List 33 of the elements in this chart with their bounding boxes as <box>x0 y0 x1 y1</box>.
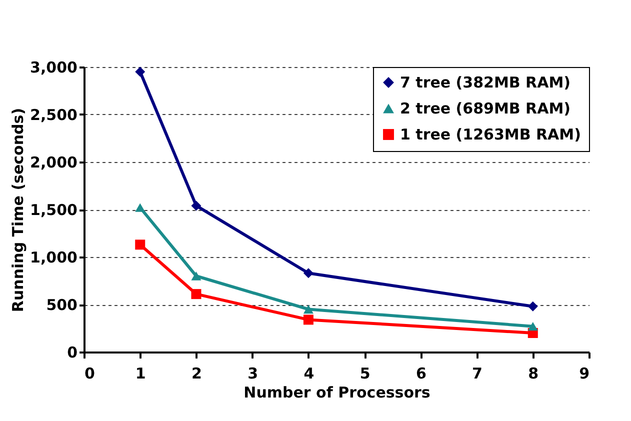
point <box>191 200 202 211</box>
point <box>528 322 538 331</box>
x-tick-label: 9 <box>579 364 590 382</box>
point <box>303 314 314 325</box>
point <box>135 66 146 77</box>
x-tick-label: 0 <box>84 364 95 382</box>
y-tick-label: 2,000 <box>30 154 78 172</box>
y-tick-label: 0 <box>67 344 78 362</box>
point <box>135 203 146 212</box>
y-axis-title: Running Time (seconds) <box>9 108 28 312</box>
x-tick-label: 8 <box>528 364 539 382</box>
x-tick-label: 1 <box>135 364 146 382</box>
x-tick-label: 5 <box>360 364 370 382</box>
x-axis-title: Number of Processors <box>244 384 430 402</box>
point <box>191 289 202 300</box>
x-tick-label: 6 <box>416 364 426 382</box>
legend-label: 1 tree (1263MB RAM) <box>400 126 581 144</box>
y-tick-label: 2,500 <box>30 106 78 124</box>
point <box>528 301 538 312</box>
legend-label: 7 tree (382MB RAM) <box>400 74 570 92</box>
point <box>303 268 314 278</box>
x-tick-label: 2 <box>192 364 202 382</box>
legend-label: 2 tree (689MB RAM) <box>400 100 570 118</box>
y-tick-label: 3,000 <box>30 58 78 76</box>
y-tick-label: 500 <box>46 296 78 314</box>
point <box>135 240 146 250</box>
y-tick-label: 1,500 <box>30 201 78 219</box>
x-tick-label: 3 <box>248 364 258 382</box>
x-tick-label: 7 <box>472 364 482 382</box>
point <box>191 272 202 280</box>
y-tick-label: 1,000 <box>30 248 78 266</box>
point <box>303 304 314 314</box>
x-tick-label: 4 <box>304 364 314 382</box>
